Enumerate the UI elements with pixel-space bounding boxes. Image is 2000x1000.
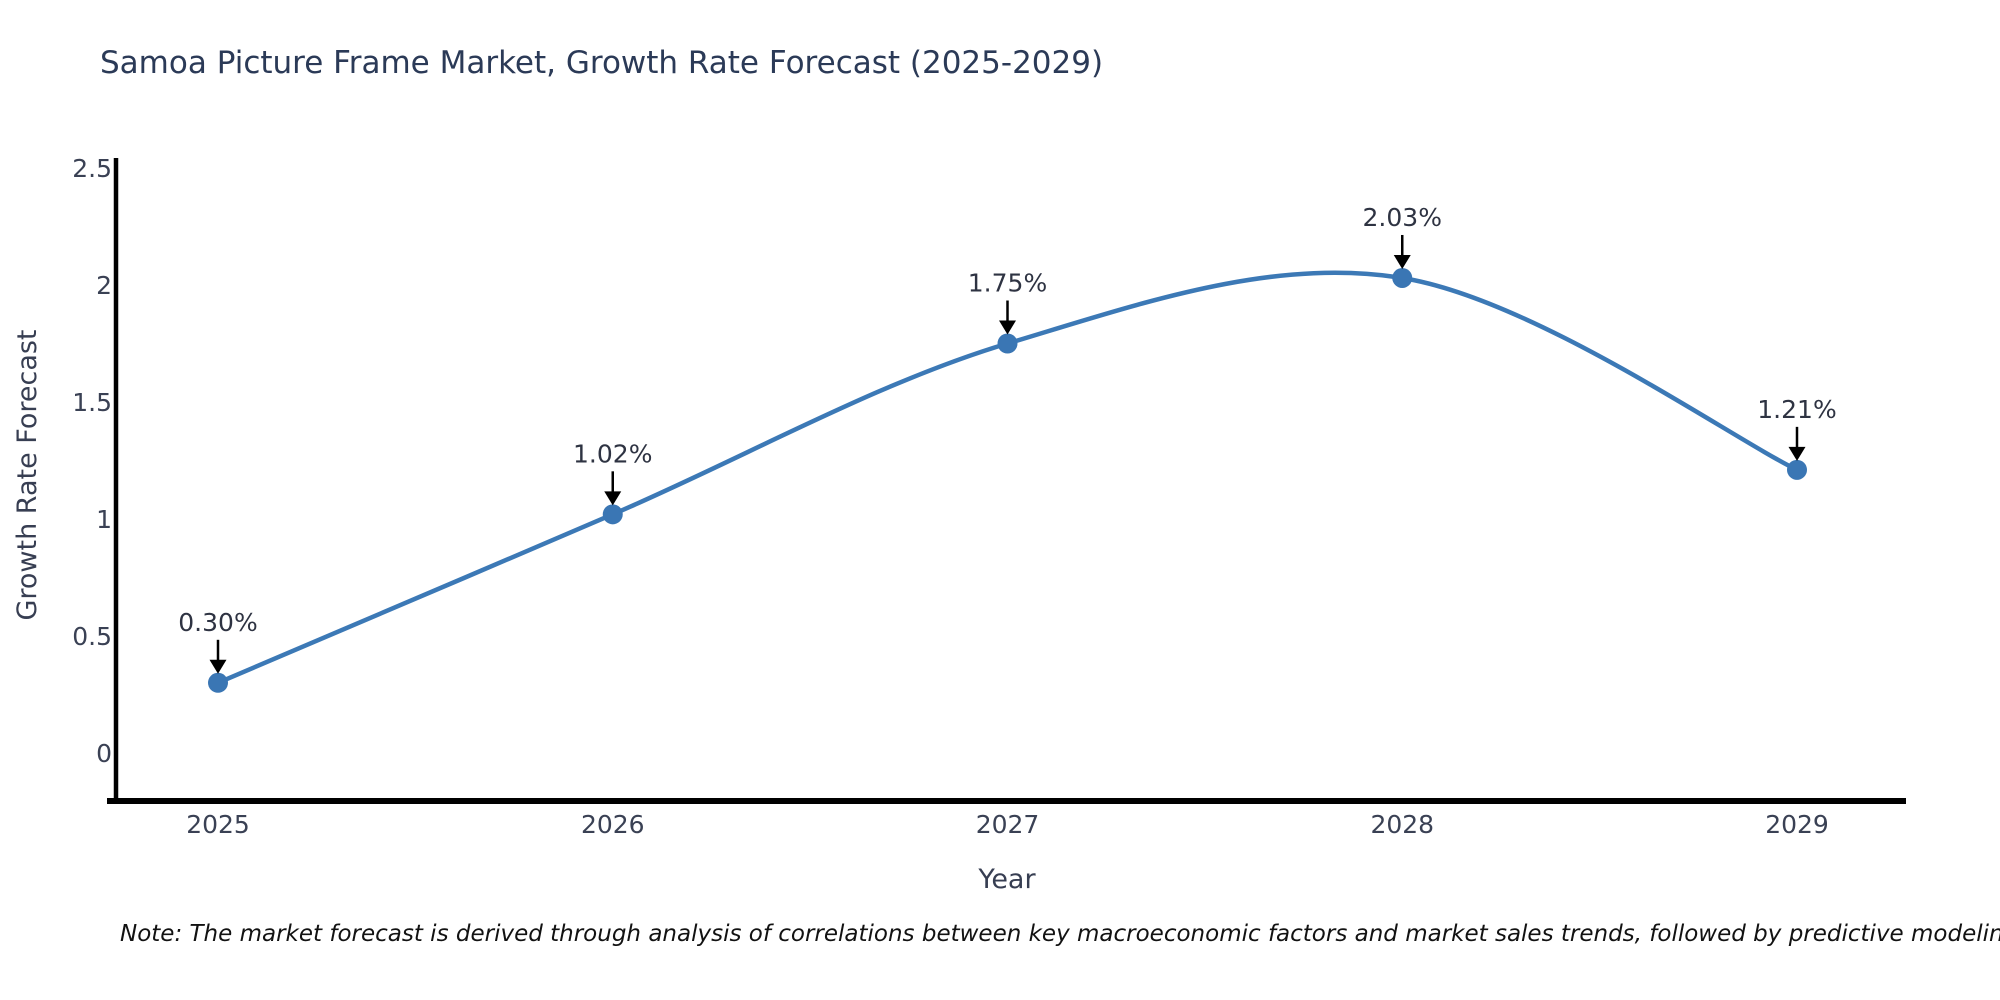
data-point-label: 1.75% — [968, 269, 1047, 298]
chart-title: Samoa Picture Frame Market, Growth Rate … — [100, 45, 1103, 81]
x-axis-title: Year — [977, 864, 1036, 895]
data-point-label: 1.21% — [1757, 395, 1836, 424]
x-tick-labels: 2025 2026 2027 2028 2029 — [186, 810, 1829, 839]
y-tick-label: 1.5 — [72, 388, 112, 417]
y-tick-labels: 0 0.5 1 1.5 2 2.5 — [72, 154, 112, 768]
data-point-annotation: 1.75% — [968, 269, 1047, 335]
data-point-annotation: 2.03% — [1363, 203, 1442, 269]
data-point-label: 1.02% — [573, 439, 652, 468]
annotation-arrow-head — [209, 659, 227, 674]
data-point-annotation: 1.21% — [1757, 395, 1837, 461]
y-tick-label: 0.5 — [72, 622, 112, 651]
y-tick-label: 2 — [96, 271, 112, 300]
data-point-markers — [208, 267, 1807, 693]
x-tick-label: 2025 — [186, 810, 250, 839]
data-point-marker — [1392, 267, 1413, 288]
data-point-marker — [208, 672, 228, 693]
x-tick-label: 2027 — [976, 810, 1040, 839]
y-tick-label: 1 — [96, 505, 112, 534]
data-point-annotation: 0.30% — [178, 608, 258, 674]
data-point-marker — [602, 504, 623, 525]
y-axis-title: Growth Rate Forecast — [12, 329, 43, 620]
x-tick-label: 2028 — [1370, 810, 1434, 839]
data-point-marker — [1787, 459, 1807, 480]
annotation-arrow-head — [604, 491, 622, 506]
data-point-marker — [997, 333, 1018, 354]
x-tick-label: 2029 — [1765, 810, 1829, 839]
annotation-arrow-head — [1393, 254, 1411, 269]
annotation-arrow-head — [999, 320, 1016, 335]
data-point-annotations: 0.30% 1.02% 1.75% 2.03% 1.21% — [178, 203, 1837, 674]
footnote: Note: The market forecast is derived thr… — [120, 921, 2000, 947]
y-tick-label: 2.5 — [72, 154, 112, 183]
data-point-annotation: 1.02% — [573, 439, 652, 506]
data-point-label: 0.30% — [178, 608, 257, 637]
annotation-arrow-head — [1788, 446, 1806, 461]
x-tick-label: 2026 — [581, 810, 645, 839]
y-tick-label: 0 — [96, 739, 112, 768]
data-point-label: 2.03% — [1363, 203, 1442, 232]
